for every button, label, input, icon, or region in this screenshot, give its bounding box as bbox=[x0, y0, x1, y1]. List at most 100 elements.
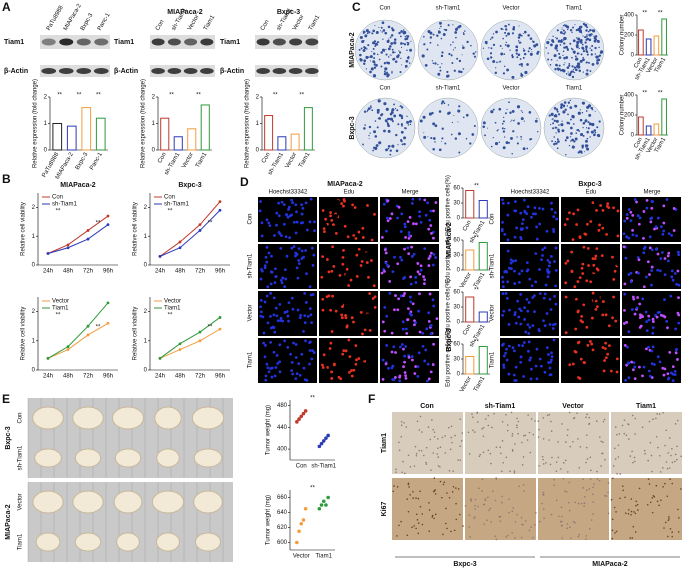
cell bbox=[656, 413, 658, 415]
nucleus bbox=[403, 247, 406, 251]
colony bbox=[574, 55, 577, 58]
colony bbox=[505, 141, 509, 145]
nucleus bbox=[574, 297, 578, 301]
nucleus bbox=[274, 366, 278, 369]
nucleus bbox=[287, 207, 290, 211]
cell bbox=[604, 458, 606, 461]
group-label: MIAPaca-2 bbox=[5, 504, 12, 540]
colony bbox=[579, 118, 583, 122]
nucleus bbox=[637, 222, 641, 226]
tumor bbox=[35, 532, 61, 552]
nucleus bbox=[270, 270, 274, 274]
colony bbox=[588, 113, 592, 117]
nucleus bbox=[356, 363, 360, 367]
nucleus bbox=[521, 218, 525, 222]
cell bbox=[548, 439, 550, 441]
nucleus bbox=[576, 208, 580, 212]
nucleus bbox=[265, 245, 269, 249]
nucleus bbox=[594, 299, 598, 303]
nucleus bbox=[391, 364, 395, 368]
marker bbox=[218, 327, 222, 331]
cell bbox=[445, 507, 447, 510]
nucleus bbox=[371, 359, 375, 363]
nucleus bbox=[348, 355, 352, 359]
nucleus bbox=[571, 343, 574, 347]
colony bbox=[383, 102, 387, 106]
colony bbox=[406, 115, 408, 117]
cell bbox=[585, 461, 587, 464]
cell bbox=[614, 458, 617, 460]
bar bbox=[465, 296, 475, 323]
cell bbox=[582, 478, 584, 480]
nucleus bbox=[362, 207, 366, 210]
nucleus bbox=[538, 292, 542, 296]
colony bbox=[586, 130, 589, 134]
nucleus bbox=[672, 207, 676, 210]
nucleus bbox=[551, 327, 555, 330]
cell bbox=[528, 529, 531, 532]
nucleus bbox=[399, 294, 403, 298]
nucleus bbox=[329, 308, 332, 312]
colony bbox=[506, 108, 508, 111]
cell bbox=[568, 481, 570, 484]
cell bbox=[630, 510, 633, 513]
nucleus bbox=[410, 255, 414, 258]
nucleus bbox=[400, 212, 404, 216]
nucleus bbox=[350, 223, 354, 227]
colony bbox=[464, 30, 466, 32]
nucleus bbox=[414, 281, 418, 284]
cell bbox=[546, 414, 549, 417]
colony bbox=[574, 72, 576, 74]
cell bbox=[561, 520, 563, 523]
colony bbox=[536, 118, 538, 120]
nucleus bbox=[584, 267, 588, 271]
nucleus bbox=[338, 212, 341, 216]
nucleus bbox=[601, 346, 605, 349]
colony bbox=[377, 44, 379, 46]
nucleus bbox=[522, 198, 526, 202]
cell bbox=[588, 416, 591, 419]
colony bbox=[373, 130, 377, 134]
colony bbox=[372, 52, 376, 55]
nucleus bbox=[642, 236, 645, 240]
cell bbox=[407, 482, 410, 485]
colony bbox=[589, 28, 592, 32]
colony bbox=[597, 134, 601, 138]
nucleus bbox=[359, 311, 363, 314]
nucleus bbox=[426, 201, 429, 205]
nucleus bbox=[631, 228, 634, 232]
nucleus bbox=[505, 297, 509, 300]
cell bbox=[428, 509, 431, 511]
colony bbox=[444, 28, 448, 32]
cell bbox=[433, 431, 436, 433]
nucleus bbox=[500, 229, 504, 233]
nucleus bbox=[638, 216, 642, 220]
tumor bbox=[116, 532, 140, 552]
cell bbox=[418, 429, 421, 431]
colony bbox=[512, 120, 515, 122]
colony bbox=[391, 48, 394, 51]
nucleus bbox=[386, 264, 389, 267]
y-tick-label: 620 bbox=[277, 525, 288, 531]
colony bbox=[584, 35, 587, 39]
nucleus bbox=[267, 221, 271, 225]
nucleus bbox=[543, 324, 547, 328]
cell bbox=[393, 485, 395, 487]
colony bbox=[393, 38, 397, 41]
nucleus bbox=[534, 280, 538, 284]
cell bbox=[436, 438, 439, 440]
nucleus bbox=[566, 259, 570, 263]
nucleus bbox=[662, 229, 666, 233]
colony bbox=[555, 63, 558, 67]
significance: ** bbox=[208, 325, 213, 331]
nucleus bbox=[528, 277, 532, 281]
cell bbox=[630, 513, 632, 516]
colony bbox=[400, 64, 402, 66]
colony bbox=[367, 44, 370, 47]
nucleus bbox=[384, 251, 388, 255]
nucleus bbox=[545, 229, 549, 233]
nucleus bbox=[396, 216, 399, 220]
colony bbox=[472, 52, 475, 55]
colony bbox=[492, 108, 495, 111]
colony bbox=[389, 153, 392, 156]
